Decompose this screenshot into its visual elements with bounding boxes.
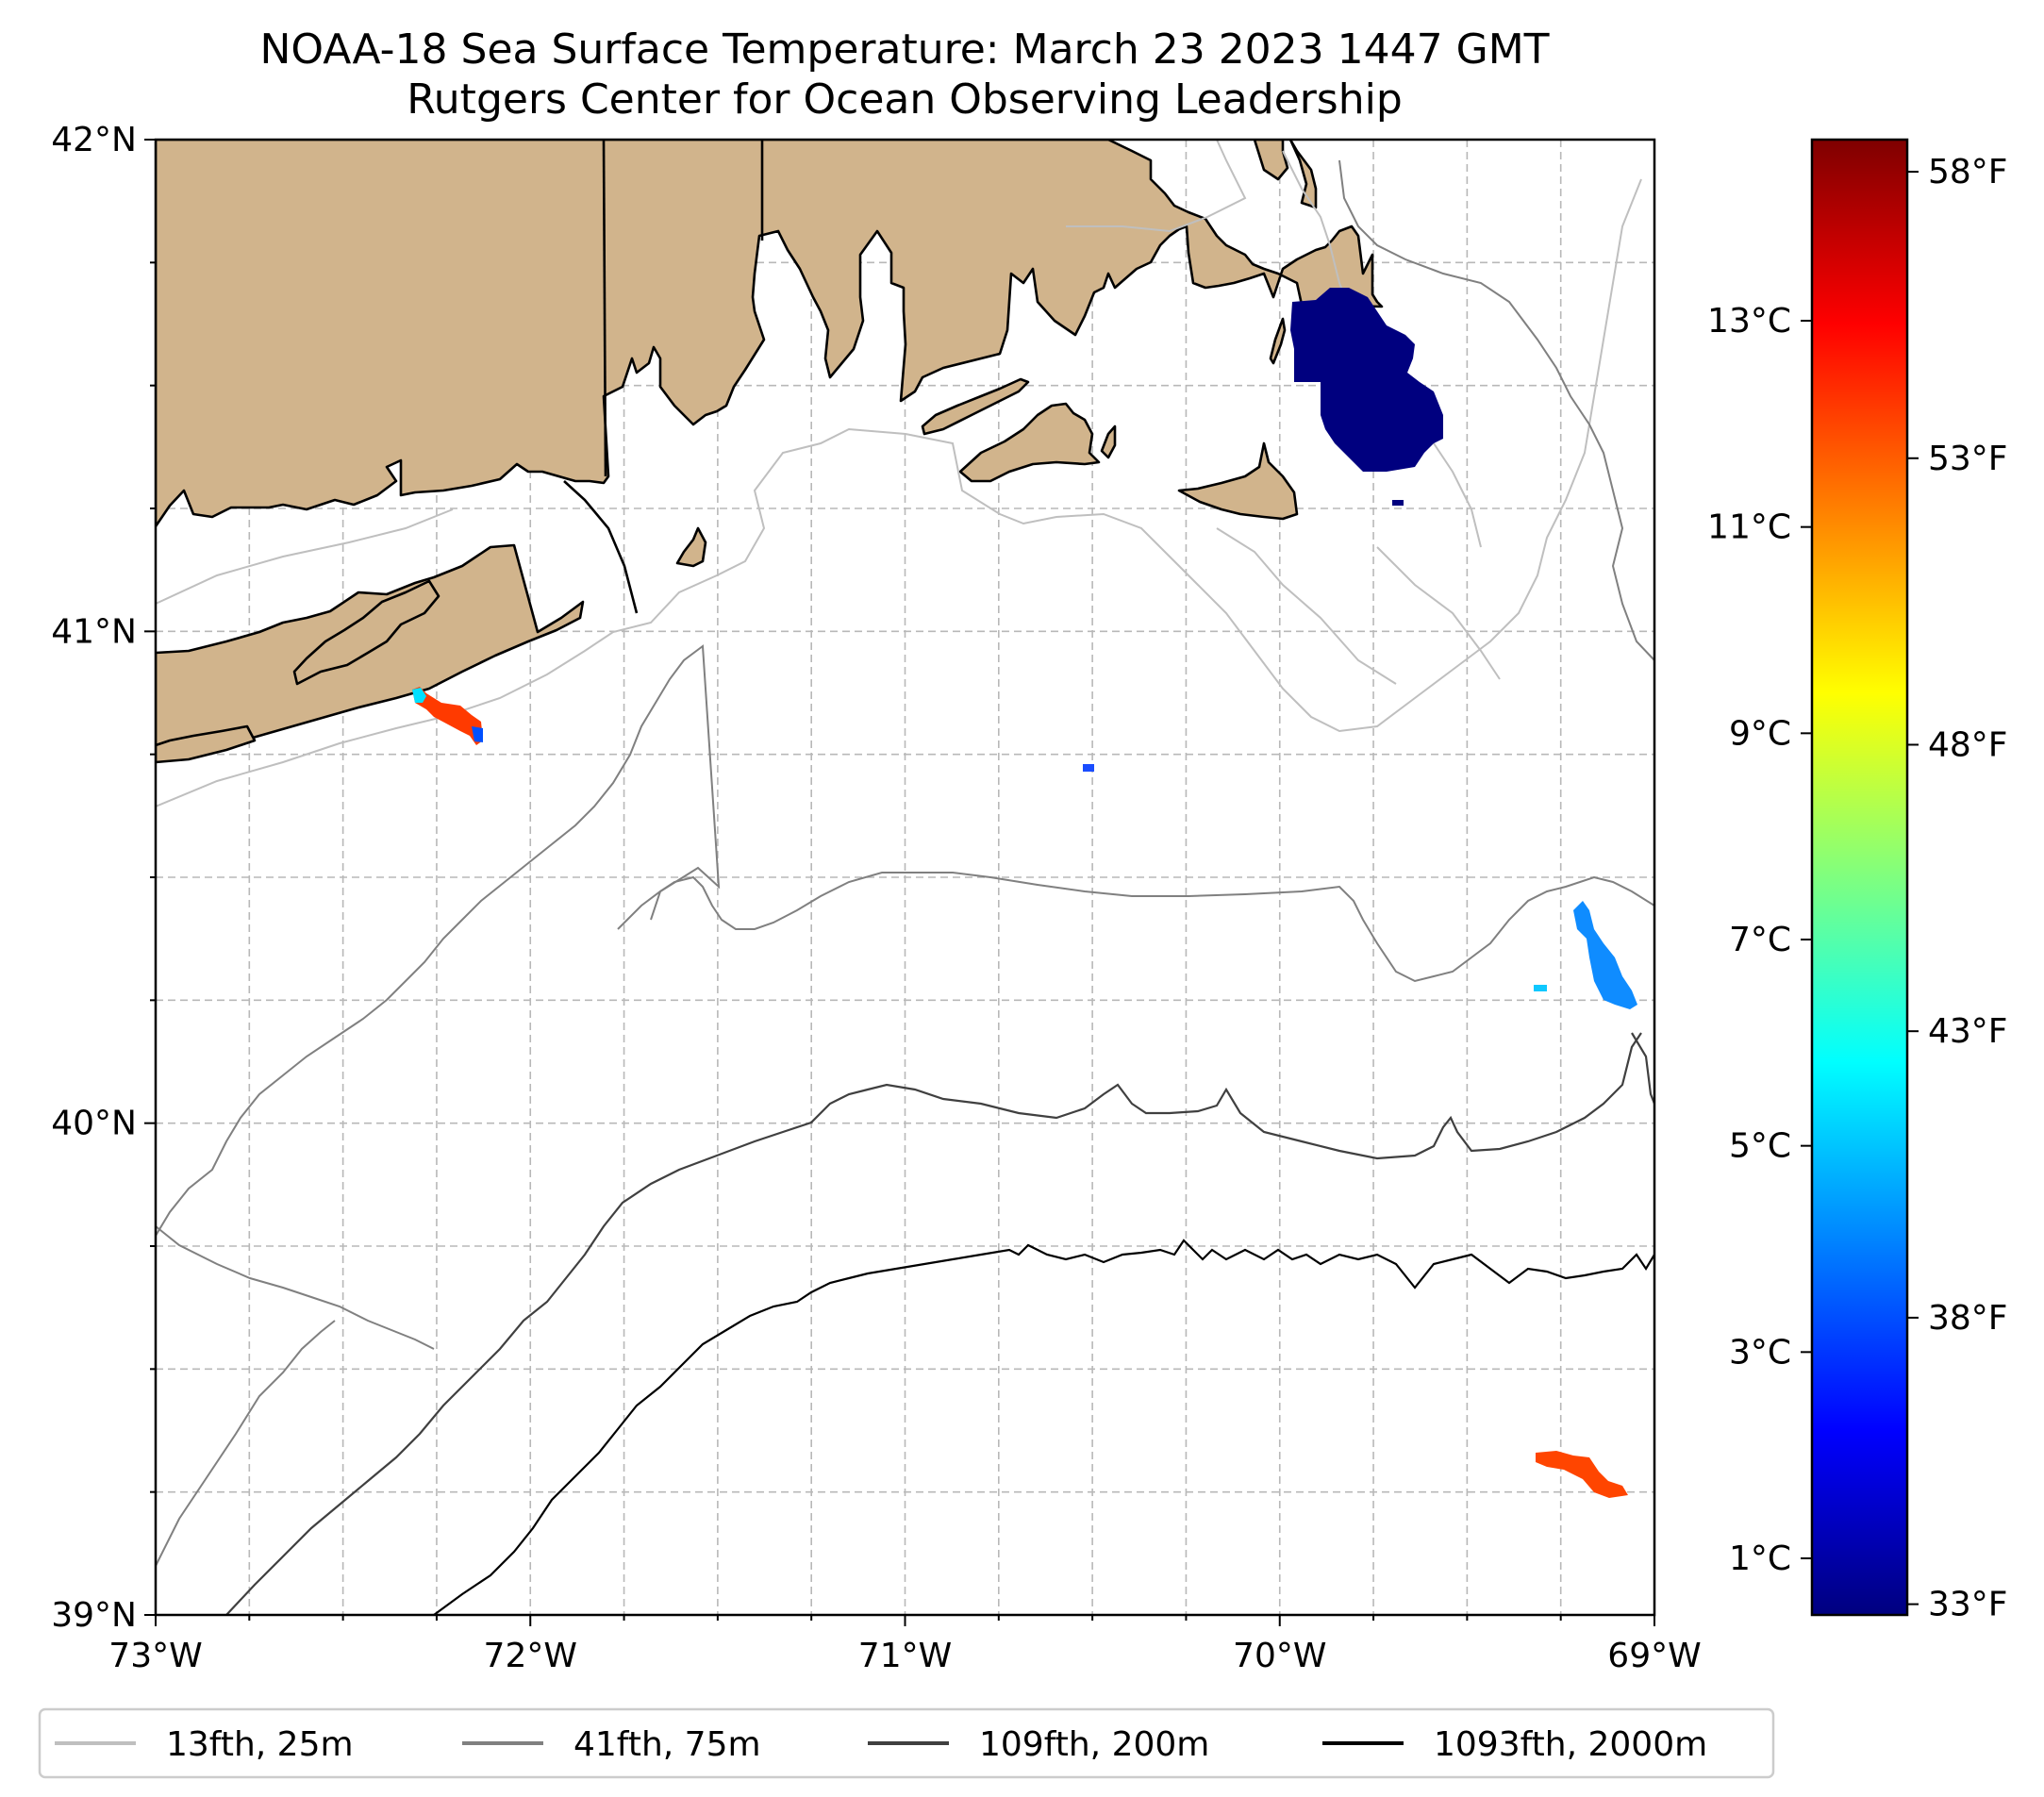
y-tick-label: 40°N [51,1105,137,1143]
sst-patch-nantucket-speck [1392,500,1404,506]
land-long-island-north-fork [292,579,440,686]
land [156,140,1384,764]
x-tick-label: 73°W [108,1637,202,1675]
y-tick-label: 41°N [51,612,137,651]
land-muskeget [1100,424,1117,459]
chart-title: NOAA-18 Sea Surface Temperature: March 2… [259,25,1550,74]
y-tick-label: 42°N [51,121,137,159]
contour-25m [156,140,1642,807]
colorbar-f-label: 58°F [1928,153,2008,191]
x-tick-label: 71°W [858,1637,952,1675]
sst-patch-montauk-cool-edge [412,688,426,703]
colorbar: 13°C 11°C 9°C 7°C 5°C 3°C 1°C 58°F 53°F 48°F 43°F 3… [1707,138,2008,1624]
contour-legend: 13fth, 25m 41fth, 75m 109fth, 200m 1093fth,… [38,1707,1775,1779]
colorbar-c-label: 9°C [1729,714,1791,753]
legend-item: 1093fth, 2000m [1322,1725,1707,1764]
sst-patch-montauk-blue-tip [472,726,483,742]
colorbar-f-label: 43°F [1928,1012,2008,1051]
contour-2000m [433,1239,1654,1615]
land-marthas-vineyard [958,402,1101,483]
state-boundaries [563,140,764,614]
y-tick-label: 39°N [51,1596,137,1635]
colorbar-c-label: 7°C [1729,921,1791,959]
sst-patches [412,288,1637,1498]
land-nantucket [1177,441,1299,521]
colorbar-c-label: 13°C [1707,302,1791,341]
x-tick-label: 69°W [1607,1637,1701,1675]
land-long-island-south-shore [156,724,257,764]
colorbar-c-label: 1°C [1729,1539,1791,1578]
land-cape-cod [1253,140,1289,181]
legend-item: 13fth, 25m [55,1725,354,1764]
legend-item: 109fth, 200m [868,1725,1209,1764]
legend-label: 109fth, 200m [979,1725,1209,1764]
land-block-island [675,526,707,568]
legend-item: 41fth, 75m [462,1725,761,1764]
legend-items: 13fth, 25m 41fth, 75m 109fth, 200m 1093fth,… [55,1725,1707,1764]
colorbar-c-label: 3°C [1729,1333,1791,1372]
contour-75m [156,159,1654,1567]
sst-patch-slope [1536,1451,1628,1498]
legend-label: 13fth, 25m [166,1725,354,1764]
x-tick-label: 70°W [1233,1637,1326,1675]
x-tick-label: 72°W [484,1637,577,1675]
colorbar-f-label: 38°F [1928,1299,2008,1338]
colorbar-gradient [1810,138,1909,1617]
land-outer-cape-cod [1288,140,1318,209]
sst-patch-mid-shelf [1083,764,1094,772]
colorbar-f-label: 53°F [1928,440,2008,478]
contour-200m [225,1032,1654,1615]
legend-label: 41fth, 75m [573,1725,761,1764]
chart-subtitle: Rutgers Center for Ocean Observing Leade… [407,75,1403,124]
sst-patch-shelf-edge-speck [1534,985,1547,991]
sst-patch-montauk [412,687,483,745]
colorbar-c-label: 5°C [1729,1127,1791,1166]
land-monomoy [1269,317,1287,365]
legend-label: 1093fth, 2000m [1434,1725,1707,1764]
land-elizabeth-islands [921,377,1030,436]
colorbar-f-label: 48°F [1928,725,2008,764]
land-long-island [156,543,585,764]
map-axes: 73°W 72°W 71°W 70°W 69°W 42°N 41°N 40°N 39°N [51,121,1701,1675]
sst-patch-nantucket-shoals [1290,288,1443,472]
colorbar-c-label: 11°C [1707,508,1791,547]
colorbar-f-label: 33°F [1928,1586,2008,1624]
land-connecticut-rhode-island-massachusetts [156,140,1384,528]
sst-patch-shelf-edge [1573,901,1637,1009]
colorbar-ticks: 13°C 11°C 9°C 7°C 5°C 3°C 1°C 58°F 53°F 48°F 43°F 3… [1707,153,2007,1624]
